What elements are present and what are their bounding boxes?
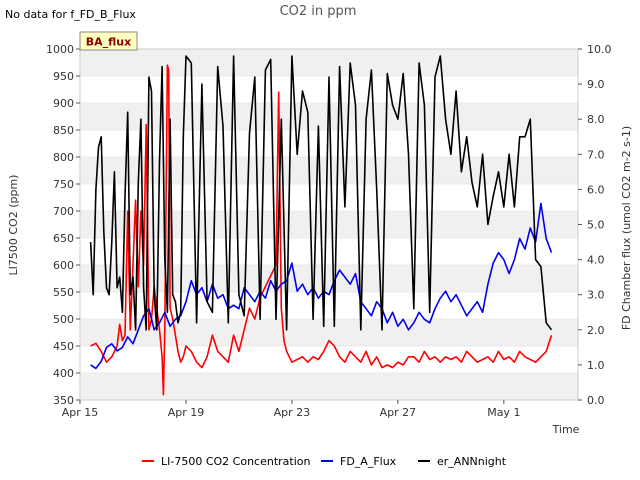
x-tick-label: Apr 27 bbox=[380, 406, 417, 419]
series-line-3 bbox=[89, 55, 553, 331]
y-tick-label: 900 bbox=[53, 97, 74, 110]
x-axis: Apr 15 Apr 19 Apr 23 Apr 27 May 1 bbox=[62, 400, 520, 419]
y-tick-label: 400 bbox=[53, 367, 74, 380]
legend-label: er_ANNnight bbox=[437, 455, 507, 468]
series-layer bbox=[89, 55, 553, 396]
series-line-2 bbox=[90, 202, 553, 370]
y-tick-label: 600 bbox=[53, 259, 74, 272]
y2-tick-label: 7.0 bbox=[587, 148, 605, 161]
grid-band bbox=[80, 265, 578, 292]
badge: BA_flux bbox=[79, 31, 138, 51]
y-tick-label: 550 bbox=[53, 286, 74, 299]
x-tick-label: May 1 bbox=[487, 406, 520, 419]
y2-tick-label: 1.0 bbox=[587, 359, 605, 372]
legend-label: FD_A_Flux bbox=[340, 455, 397, 468]
y-tick-label: 800 bbox=[53, 151, 74, 164]
series-line-1 bbox=[90, 64, 553, 396]
badge-label: BA_flux bbox=[86, 36, 131, 49]
legend-label: LI-7500 CO2 Concentration bbox=[161, 455, 311, 468]
y-tick-label: 950 bbox=[53, 70, 74, 83]
y2-tick-label: 6.0 bbox=[587, 183, 605, 196]
grid-band bbox=[80, 49, 578, 76]
grid-band bbox=[80, 157, 578, 184]
chart-title: CO2 in ppm bbox=[280, 4, 357, 19]
y-tick-label: 500 bbox=[53, 313, 74, 326]
y2-axis-label: FD Chamber flux (umol CO2 m-2 s-1) bbox=[620, 126, 633, 330]
no-data-note: No data for f_FD_B_Flux bbox=[5, 8, 136, 21]
y-tick-label: 1000 bbox=[46, 43, 74, 56]
y2-tick-label: 8.0 bbox=[587, 113, 605, 126]
y-tick-label: 750 bbox=[53, 178, 74, 191]
y2-tick-label: 0.0 bbox=[587, 394, 605, 407]
y2-tick-label: 4.0 bbox=[587, 254, 605, 267]
y-axis-right: 0.0 1.0 2.0 3.0 4.0 5.0 6.0 7.0 8.0 9.0 10.0 bbox=[578, 43, 612, 407]
y-tick-label: 650 bbox=[53, 232, 74, 245]
y2-tick-label: 9.0 bbox=[587, 78, 605, 91]
x-tick-label: Apr 15 bbox=[62, 406, 99, 419]
y-axis-left: 350 400 450 500 550 600 650 700 750 800 850 900 950 1… bbox=[46, 43, 80, 407]
grid-band bbox=[80, 211, 578, 238]
x-tick-label: Apr 19 bbox=[168, 406, 205, 419]
grid-band bbox=[80, 373, 578, 400]
legend: LI-7500 CO2 Concentration FD_A_Flux er_ANN… bbox=[142, 455, 507, 468]
y-tick-label: 450 bbox=[53, 340, 74, 353]
x-tick-label: Apr 23 bbox=[274, 406, 311, 419]
y2-tick-label: 10.0 bbox=[587, 43, 612, 56]
y2-tick-label: 2.0 bbox=[587, 324, 605, 337]
y-tick-label: 850 bbox=[53, 124, 74, 137]
y2-tick-label: 5.0 bbox=[587, 219, 605, 232]
y-tick-label: 700 bbox=[53, 205, 74, 218]
y-tick-label: 350 bbox=[53, 394, 74, 407]
y2-tick-label: 3.0 bbox=[587, 289, 605, 302]
x-axis-label: Time bbox=[552, 423, 580, 436]
y-axis-label: LI7500 CO2 (ppm) bbox=[7, 175, 20, 276]
badge-box bbox=[79, 31, 138, 51]
